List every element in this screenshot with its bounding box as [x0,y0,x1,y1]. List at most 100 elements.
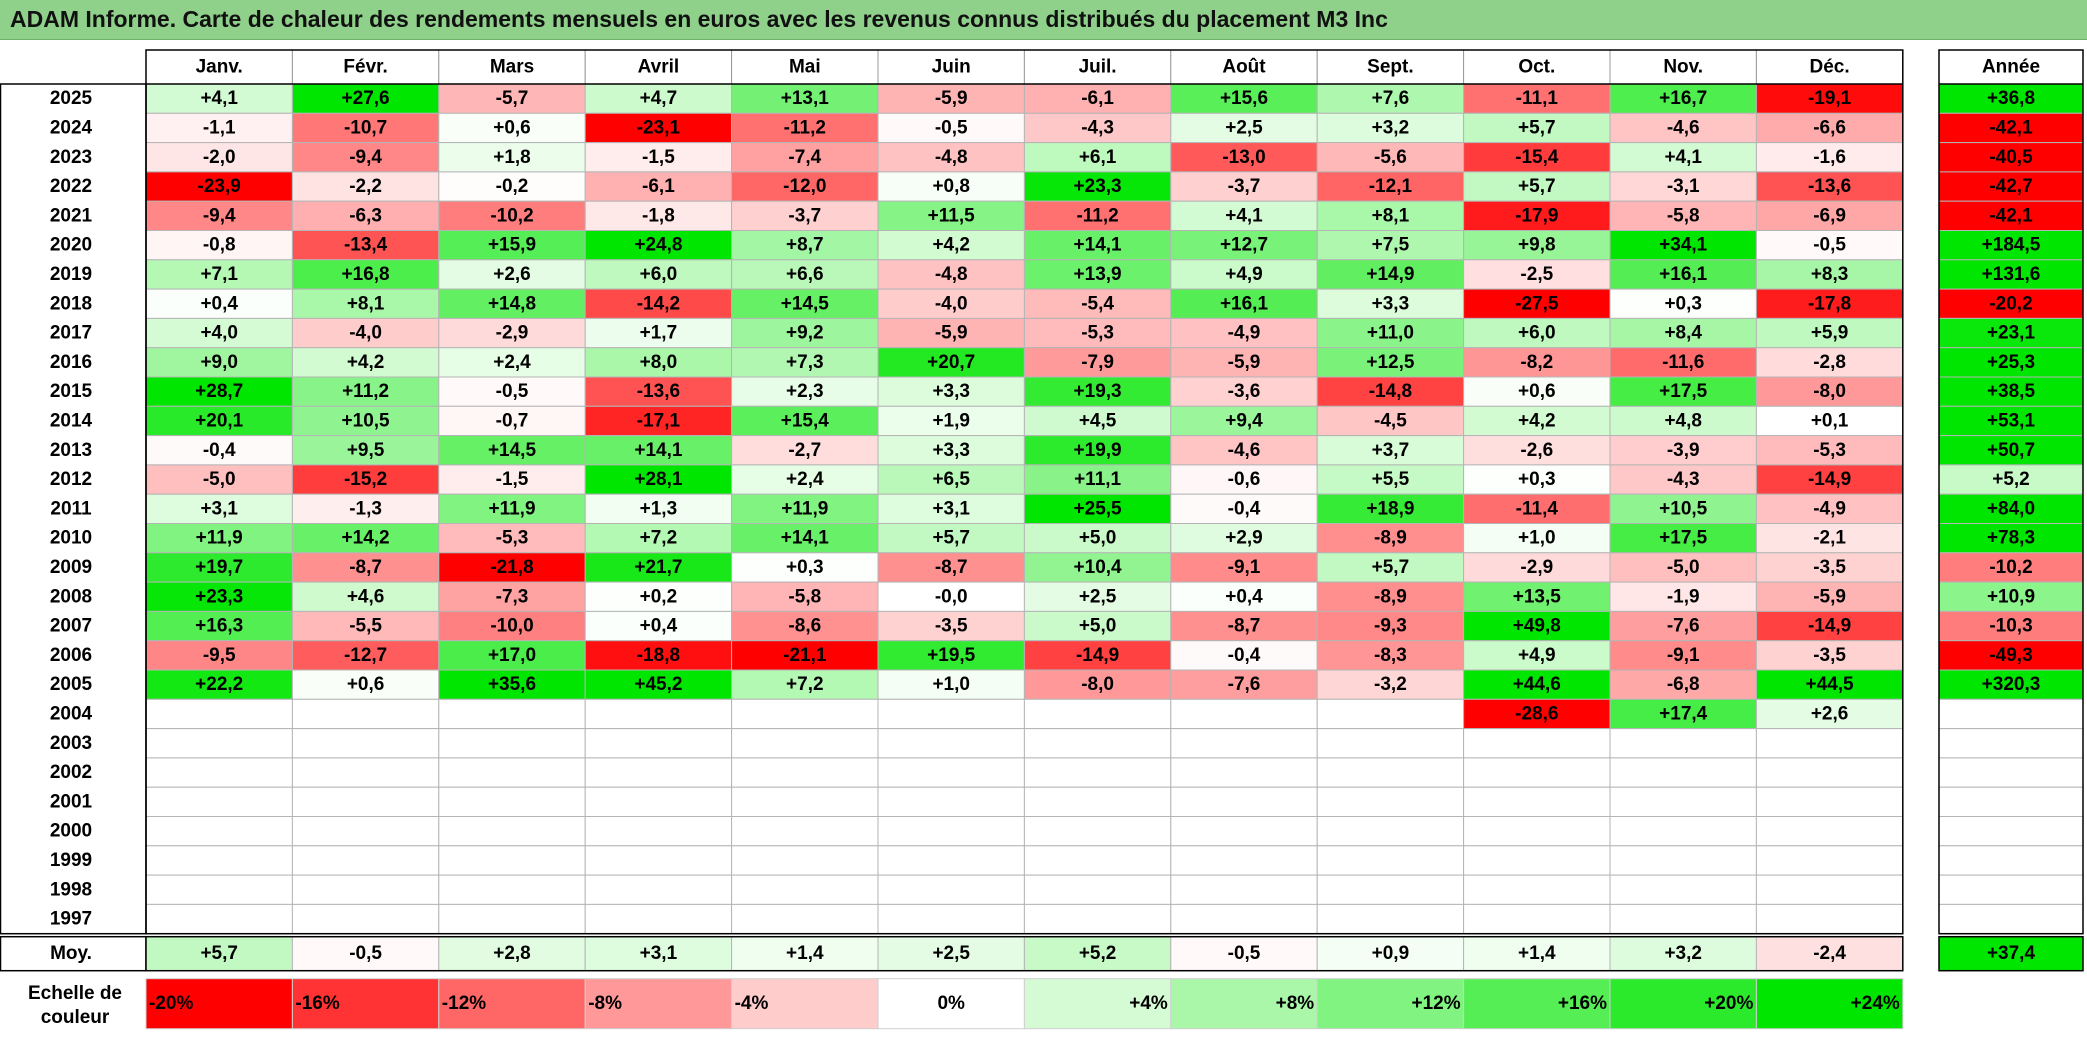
heatmap-cell [877,171,1025,202]
year-label: 2010 [50,528,92,549]
cell-value: -0,2 [496,176,529,197]
heatmap-cell [291,493,440,525]
cell-value: +15,4 [781,410,830,431]
cell-value: +0,1 [1811,410,1849,431]
cell-value: -0,5 [496,381,529,402]
cell-value: +3,3 [932,440,970,461]
heatmap-cell [1463,171,1611,202]
heatmap-cell [1023,523,1172,554]
heatmap-cell [1609,259,1757,290]
heatmap-cell [1316,376,1465,407]
legend-swatch [1463,978,1611,1030]
average-annual-value: +37,4 [1987,943,2036,964]
month-header-cell [731,49,879,85]
heatmap-cell [1755,435,1904,466]
cell-value: +3,2 [1372,117,1410,138]
heatmap-cell [1463,874,1611,905]
heatmap-cell [438,171,586,202]
heatmap-cell [1023,376,1172,407]
cell-value: +2,4 [786,469,824,490]
average-value: +1,4 [786,943,824,964]
cell-value: +23,3 [1074,176,1122,197]
heatmap-cell [1316,786,1465,818]
cell-value: -12,7 [344,645,387,666]
cell-value: -11,2 [1076,205,1118,226]
heatmap-cell [584,464,733,495]
cell-value: +10,5 [342,410,391,431]
heatmap-cell [291,405,440,437]
heatmap-cell [438,435,586,466]
months-table-border [145,49,1904,935]
cell-value: -1,5 [496,469,529,490]
cell-value: +18,9 [1366,498,1414,519]
cell-value: +24,8 [634,235,682,256]
heatmap-cell [1023,845,1172,876]
heatmap-cell [1316,552,1465,583]
cell-value: -15,2 [344,469,387,490]
heatmap-cell [1170,523,1318,554]
heatmap-cell [1755,786,1904,818]
annual-table-border [1938,49,2084,935]
cell-value: +1,3 [640,498,678,519]
cell-value: -0,4 [1228,645,1261,666]
cell-value: -1,5 [642,147,675,168]
cell-value: +2,3 [786,381,824,402]
year-label: 2008 [50,586,92,607]
average-cell [1755,936,1904,972]
cell-value: -28,6 [1515,703,1558,724]
heatmap-cell [1609,786,1757,818]
cell-value: -14,9 [1808,616,1851,637]
cell-value: -5,3 [1081,323,1114,344]
cell-value: -1,9 [1667,586,1700,607]
heatmap-cell [731,757,879,788]
heatmap-cell [1170,464,1318,495]
legend-swatch [584,978,733,1030]
year-label: 2000 [50,821,92,842]
heatmap-cell [145,786,293,818]
cell-value: +4,6 [347,586,385,607]
cell-value: -5,7 [496,88,529,109]
legend-step-label: -12% [442,993,486,1014]
heatmap-cell [1170,903,1318,935]
heatmap-cell [1316,581,1465,612]
cell-value: +17,0 [488,645,536,666]
heatmap-cell [438,669,586,700]
year-label: 2015 [50,381,93,402]
cell-value: +9,4 [1225,410,1263,431]
heatmap-cell [1755,874,1904,905]
year-label: 2024 [50,117,93,138]
heatmap-cell [1316,874,1465,905]
cell-value: -6,6 [1813,117,1846,138]
cell-value: +19,7 [195,557,243,578]
heatmap-cell [877,757,1025,788]
year-label: 2009 [50,557,92,578]
average-value: +1,4 [1518,943,1556,964]
heatmap-cell [145,728,293,759]
heatmap-cell [1023,610,1172,642]
average-cell [1316,936,1465,972]
average-value: +3,1 [640,943,678,964]
heatmap-cell [1463,405,1611,437]
heatmap-cell [877,786,1025,818]
average-value: +3,2 [1664,943,1702,964]
cell-value: -3,7 [788,205,821,226]
cell-value: +3,3 [1372,293,1410,314]
cell-value: -4,6 [1667,117,1700,138]
heatmap-cell [877,903,1025,935]
cell-value: -0,5 [935,117,968,138]
heatmap-cell [1023,581,1172,612]
heatmap-cell [1609,640,1757,671]
legend-swatch [877,978,1025,1030]
heatmap-cell [584,83,733,114]
cell-value: +14,5 [488,440,537,461]
cell-value: -1,3 [349,498,382,519]
heatmap-cell [145,640,293,671]
annual-cell [1938,493,2084,525]
annual-cell [1938,816,2084,847]
heatmap-cell [291,83,440,114]
cell-value: +12,7 [1220,235,1268,256]
heatmap-cell [291,288,440,319]
heatmap-cell [438,610,586,642]
legend-swatch [291,978,440,1030]
heatmap-cell [1755,200,1904,231]
